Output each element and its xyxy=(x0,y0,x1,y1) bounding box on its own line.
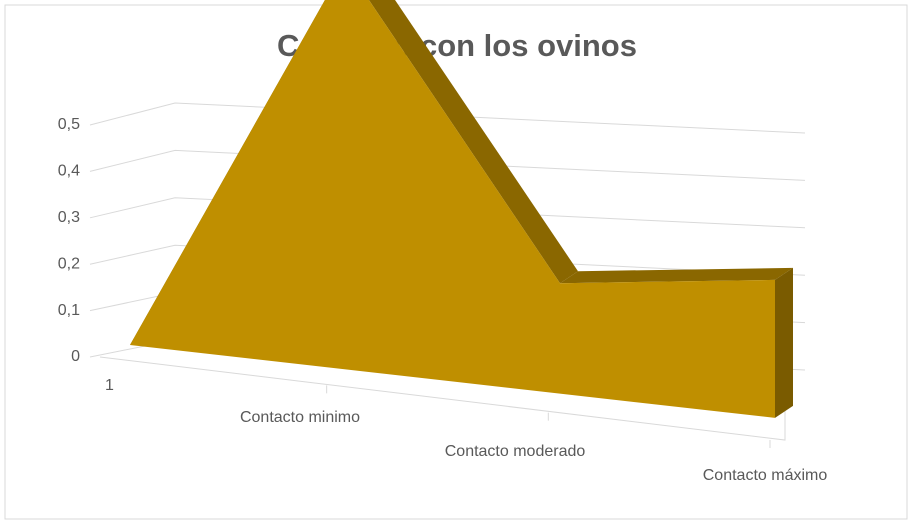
area-side-face xyxy=(775,267,793,418)
area-top-face xyxy=(368,0,578,284)
x-tick-label: Contacto moderado xyxy=(445,443,586,460)
grid-line xyxy=(89,244,806,276)
area xyxy=(130,0,775,418)
y-tick-label: 0,3 xyxy=(58,209,80,226)
y-tick-label: 0,2 xyxy=(58,255,80,272)
y-tick-label: 0,5 xyxy=(58,116,80,133)
x-tick-label: Contacto minimo xyxy=(240,409,360,426)
grid-line xyxy=(89,197,806,229)
y-tick-label: 0,1 xyxy=(58,302,80,319)
grid-line xyxy=(89,149,806,181)
x-tick-label: 1 xyxy=(105,377,114,394)
grid-line xyxy=(89,102,806,134)
area-top-face xyxy=(560,267,793,284)
y-tick-label: 0 xyxy=(71,348,80,365)
y-tick-label: 0,4 xyxy=(58,163,80,180)
x-tick-label: Contacto máximo xyxy=(703,467,828,484)
